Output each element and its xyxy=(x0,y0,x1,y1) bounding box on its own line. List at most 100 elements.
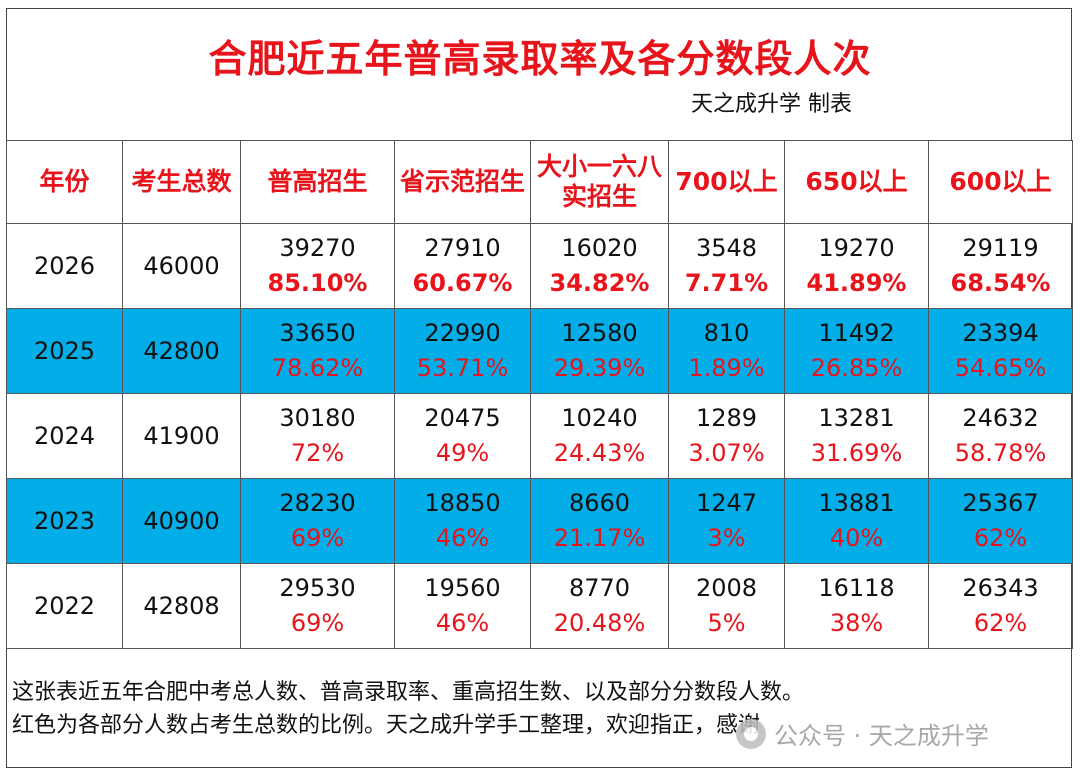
cell-value: 24632 58.78% xyxy=(928,393,1073,479)
cell-value: 29119 68.54% xyxy=(928,223,1073,309)
cell-count: 13881 xyxy=(818,489,895,517)
cell-percentage: 58.78% xyxy=(954,439,1047,467)
cell-value: 8660 21.17% xyxy=(530,478,669,564)
cell-count: 2008 xyxy=(695,574,758,602)
cell-value: 3548 7.71% xyxy=(668,223,785,309)
cell-value: 23394 54.65% xyxy=(928,308,1073,394)
cell-percentage: 1.89% xyxy=(688,354,765,382)
cell-value: 1247 3% xyxy=(668,478,785,564)
cell-percentage: 40% xyxy=(829,524,884,552)
cell-count: 3548 xyxy=(695,234,758,262)
cell-percentage: 5% xyxy=(707,609,746,637)
cell-value: 13881 40% xyxy=(784,478,929,564)
table-row: 2022 42808 29530 69% 19560 46% 8770 20.48% 2008 5… xyxy=(6,563,1073,649)
cell-percentage: 78.62% xyxy=(271,354,364,382)
col-header-650: 650以上 xyxy=(784,140,929,224)
cell-count: 23394 xyxy=(962,319,1039,347)
footnote-line-1: 这张表近五年合肥中考总人数、普高录取率、重高招生数、以及部分分数段人数。 xyxy=(12,680,805,705)
col-header-top-schools: 大小一六八实招生 xyxy=(530,140,669,224)
cell-count: 39270 xyxy=(279,234,356,262)
cell-percentage: 69% xyxy=(290,524,345,552)
cell-count: 16118 xyxy=(818,574,895,602)
cell-count: 11492 xyxy=(818,319,895,347)
cell-count: 26343 xyxy=(962,574,1039,602)
cell-count: 19270 xyxy=(818,234,895,262)
cell-count: 20475 xyxy=(424,404,501,432)
cell-count: 16020 xyxy=(561,234,638,262)
cell-value: 27910 60.67% xyxy=(394,223,531,309)
cell-count: 25367 xyxy=(962,489,1039,517)
cell-total: 41900 xyxy=(122,393,241,479)
cell-count: 12580 xyxy=(561,319,638,347)
cell-percentage: 85.10% xyxy=(267,269,368,297)
cell-value: 33650 78.62% xyxy=(240,308,395,394)
col-header-600: 600以上 xyxy=(928,140,1073,224)
cell-value: 16118 38% xyxy=(784,563,929,649)
cell-percentage: 54.65% xyxy=(954,354,1047,382)
cell-percentage: 62% xyxy=(973,609,1028,637)
cell-value: 13281 31.69% xyxy=(784,393,929,479)
cell-count: 29530 xyxy=(279,574,356,602)
cell-percentage: 3.07% xyxy=(688,439,765,467)
cell-percentage: 20.48% xyxy=(553,609,646,637)
cell-value: 2008 5% xyxy=(668,563,785,649)
col-header-year: 年份 xyxy=(6,140,123,224)
col-header-provincial: 省示范招生 xyxy=(394,140,531,224)
cell-value: 16020 34.82% xyxy=(530,223,669,309)
col-header-700: 700以上 xyxy=(668,140,785,224)
table-row: 2024 41900 30180 72% 20475 49% 10240 24.43% 1289… xyxy=(6,393,1073,479)
wechat-logo-icon xyxy=(736,718,766,749)
page-title: 合肥近五年普高录取率及各分数段人次 xyxy=(208,37,872,81)
cell-percentage: 7.71% xyxy=(684,269,769,297)
cell-value: 1289 3.07% xyxy=(668,393,785,479)
watermark: 公众号 · 天之成升学 xyxy=(736,716,989,751)
cell-count: 29119 xyxy=(962,234,1039,262)
table-row: 2025 42800 33650 78.62% 22990 53.71% 12580 29.3… xyxy=(6,308,1073,394)
cell-percentage: 26.85% xyxy=(810,354,903,382)
cell-count: 10240 xyxy=(561,404,638,432)
cell-value: 22990 53.71% xyxy=(394,308,531,394)
cell-count: 8660 xyxy=(568,489,631,517)
cell-value: 25367 62% xyxy=(928,478,1073,564)
col-header-top-schools-label: 大小一六八实招生 xyxy=(536,152,662,211)
table-row: 2026 46000 39270 85.10% 27910 60.67% 16020 34.8… xyxy=(6,223,1073,309)
cell-value: 28230 69% xyxy=(240,478,395,564)
col-header-general-hs: 普高招生 xyxy=(240,140,395,224)
cell-year: 2026 xyxy=(6,223,123,309)
cell-percentage: 24.43% xyxy=(553,439,646,467)
cell-value: 20475 49% xyxy=(394,393,531,479)
cell-value: 29530 69% xyxy=(240,563,395,649)
cell-percentage: 46% xyxy=(435,524,490,552)
cell-value: 10240 24.43% xyxy=(530,393,669,479)
cell-percentage: 68.54% xyxy=(950,269,1051,297)
table-row: 2023 40900 28230 69% 18850 46% 8660 21.17% 1247 3… xyxy=(6,478,1073,564)
cell-percentage: 29.39% xyxy=(553,354,646,382)
cell-count: 19560 xyxy=(424,574,501,602)
cell-percentage: 62% xyxy=(973,524,1028,552)
cell-year: 2023 xyxy=(6,478,123,564)
cell-percentage: 53.71% xyxy=(416,354,509,382)
cell-year: 2025 xyxy=(6,308,123,394)
cell-percentage: 49% xyxy=(435,439,490,467)
cell-count: 13281 xyxy=(818,404,895,432)
cell-count: 33650 xyxy=(279,319,356,347)
cell-year: 2022 xyxy=(6,563,123,649)
cell-count: 22990 xyxy=(424,319,501,347)
cell-percentage: 31.69% xyxy=(810,439,903,467)
cell-percentage: 21.17% xyxy=(553,524,646,552)
cell-value: 12580 29.39% xyxy=(530,308,669,394)
cell-percentage: 41.89% xyxy=(806,269,907,297)
cell-value: 39270 85.10% xyxy=(240,223,395,309)
cell-count: 8770 xyxy=(568,574,631,602)
footnote-line-2: 红色为各部分人数占考生总数的比例。天之成升学手工整理，欢迎指正，感谢 xyxy=(12,713,761,738)
cell-percentage: 60.67% xyxy=(412,269,513,297)
cell-value: 19270 41.89% xyxy=(784,223,929,309)
cell-count: 24632 xyxy=(962,404,1039,432)
footnote: 这张表近五年合肥中考总人数、普高录取率、重高招生数、以及部分分数段人数。 红色为… xyxy=(12,676,804,742)
cell-count: 18850 xyxy=(424,489,501,517)
cell-value: 18850 46% xyxy=(394,478,531,564)
cell-value: 810 1.89% xyxy=(668,308,785,394)
cell-percentage: 34.82% xyxy=(549,269,650,297)
cell-total: 46000 xyxy=(122,223,241,309)
cell-value: 19560 46% xyxy=(394,563,531,649)
